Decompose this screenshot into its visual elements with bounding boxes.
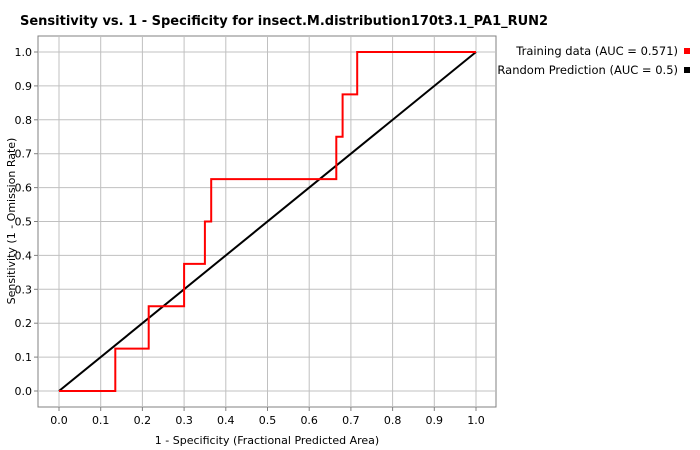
legend-label-training: Training data (AUC = 0.571) (516, 43, 678, 58)
y-tick-label: 0.3 (15, 283, 33, 296)
y-tick-label: 0.6 (15, 182, 33, 195)
legend-item-training: Training data (AUC = 0.571) (497, 41, 690, 60)
grid (38, 36, 496, 407)
x-tick-label: 0.3 (175, 414, 193, 427)
y-tick-label: 0.7 (15, 148, 33, 161)
y-axis-label: Sensitivity (1 - Omission Rate) (5, 138, 18, 305)
y-tick-label: 0.9 (15, 80, 33, 93)
y-tick-label: 0.1 (15, 351, 33, 364)
legend-swatch-training (684, 47, 690, 54)
x-tick-label: 0.1 (92, 414, 110, 427)
legend: Training data (AUC = 0.571) Random Predi… (497, 41, 690, 79)
axis-ticks: 0.0 0.1 0.2 0.3 0.4 0.5 0.6 0.7 0.8 0.9 1.0 0.0 0.1 0… (15, 46, 485, 427)
chart-title: Sensitivity vs. 1 - Specificity for inse… (20, 14, 549, 29)
x-tick-label: 0.6 (300, 414, 318, 427)
y-tick-label: 0.8 (15, 114, 33, 127)
x-tick-label: 1.0 (467, 414, 485, 427)
x-tick-label: 0.7 (342, 414, 360, 427)
x-axis-label: 1 - Specificity (Fractional Predicted Ar… (155, 434, 379, 447)
x-tick-label: 0.9 (426, 414, 444, 427)
y-tick-label: 0.0 (15, 385, 33, 398)
x-tick-label: 0.8 (384, 414, 402, 427)
x-tick-label: 0.0 (50, 414, 68, 427)
y-tick-label: 1.0 (15, 46, 33, 59)
legend-item-random: Random Prediction (AUC = 0.5) (497, 60, 690, 79)
y-tick-label: 0.2 (15, 317, 33, 330)
legend-label-random: Random Prediction (AUC = 0.5) (497, 62, 678, 77)
y-tick-label: 0.5 (15, 216, 33, 229)
y-tick-label: 0.4 (15, 249, 33, 262)
series (58, 51, 477, 392)
x-tick-label: 0.4 (217, 414, 235, 427)
x-tick-label: 0.5 (259, 414, 277, 427)
x-tick-label: 0.2 (134, 414, 152, 427)
legend-swatch-random (684, 66, 690, 73)
series-line-random (58, 51, 477, 392)
series-line-training (59, 51, 476, 392)
